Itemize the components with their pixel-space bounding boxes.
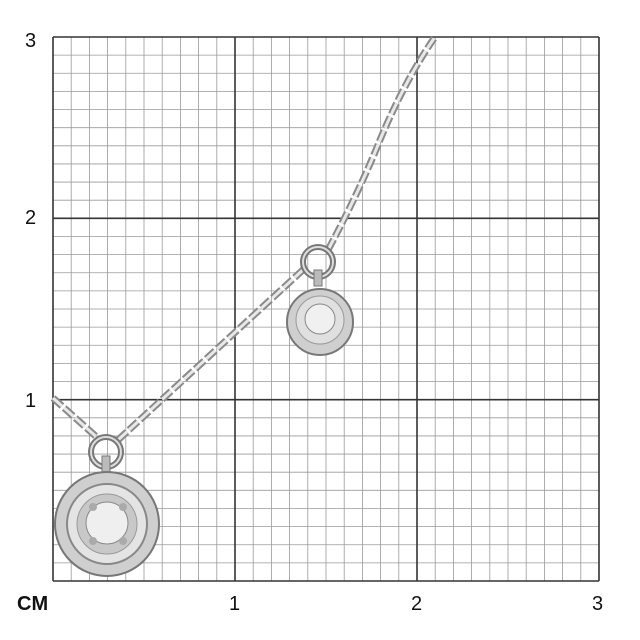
y-tick-2: 2: [25, 207, 37, 229]
x-tick-3: 3: [592, 593, 604, 615]
x-tick-1: 1: [229, 593, 241, 615]
unit-label: CM: [17, 593, 49, 615]
large-pendant: [54, 434, 160, 577]
diamond: [304, 303, 336, 335]
diamond: [85, 501, 129, 545]
necklace: [50, 34, 438, 577]
x-tick-2: 2: [411, 593, 423, 615]
small-pendant: [286, 244, 354, 356]
y-tick-3: 3: [25, 30, 37, 52]
y-tick-1: 1: [25, 390, 37, 412]
